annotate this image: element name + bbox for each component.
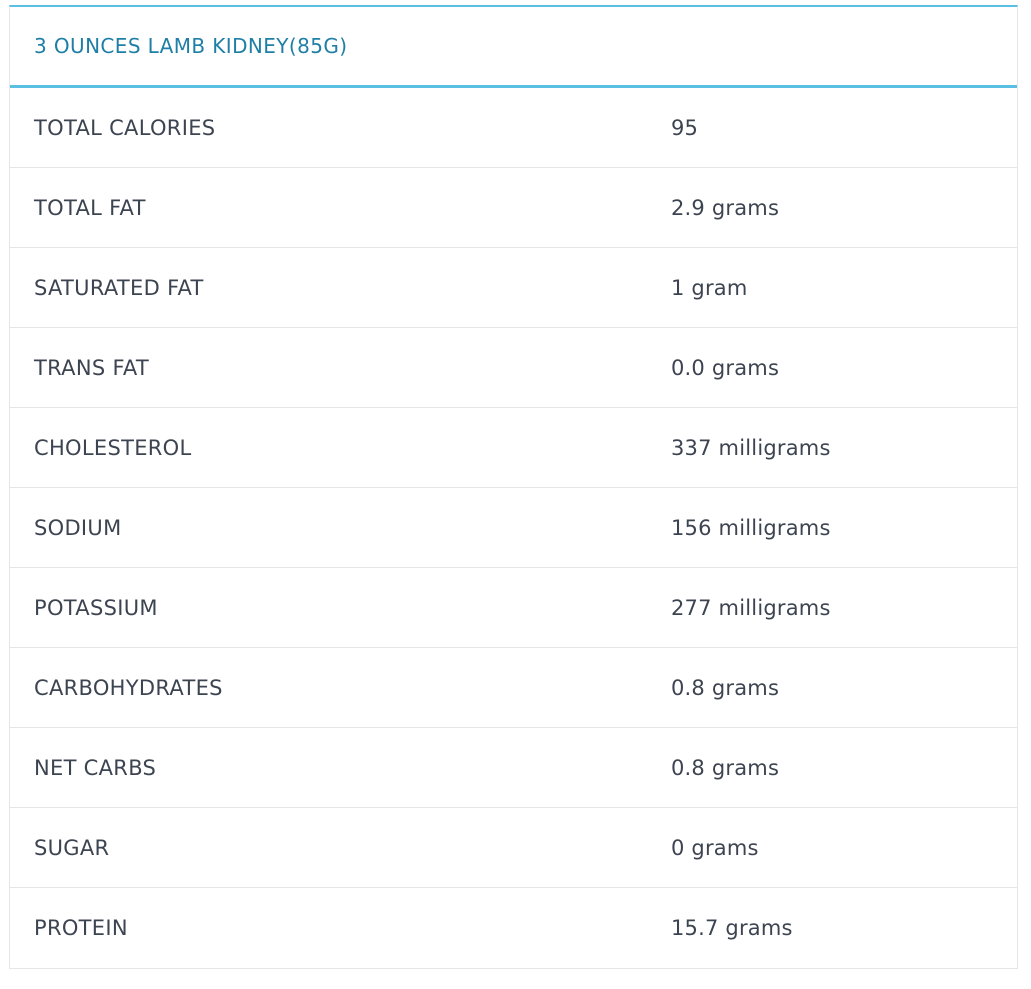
nutrient-value: 0.8 grams bbox=[671, 675, 780, 700]
nutrient-value: 1 gram bbox=[671, 275, 748, 300]
nutrient-value: 95 bbox=[671, 115, 699, 140]
nutrient-label: PROTEIN bbox=[34, 916, 128, 940]
nutrient-label: CARBOHYDRATES bbox=[34, 675, 223, 700]
nutrition-row-total-fat: TOTAL FAT 2.9 grams bbox=[10, 168, 1017, 248]
nutrient-label: NET CARBS bbox=[34, 755, 157, 780]
nutrient-value: 0.8 grams bbox=[671, 755, 780, 780]
nutrient-label: SUGAR bbox=[34, 835, 110, 860]
nutrient-label: TOTAL FAT bbox=[34, 195, 146, 220]
nutrient-value: 156 milligrams bbox=[671, 515, 831, 540]
nutrient-value: 277 milligrams bbox=[671, 595, 831, 620]
nutrient-value: 15.7 grams bbox=[671, 916, 793, 940]
nutrition-row-sodium: SODIUM 156 milligrams bbox=[10, 488, 1017, 568]
nutrition-table: 3 OUNCES LAMB KIDNEY(85G) TOTAL CALORIES… bbox=[9, 5, 1018, 969]
nutrient-value: 0.0 grams bbox=[671, 355, 780, 380]
nutrient-label: POTASSIUM bbox=[34, 595, 158, 620]
nutrition-row-sugar: SUGAR 0 grams bbox=[10, 808, 1017, 888]
nutrition-row-saturated-fat: SATURATED FAT 1 gram bbox=[10, 248, 1017, 328]
nutrition-row-protein: PROTEIN 15.7 grams bbox=[10, 888, 1017, 968]
nutrient-label: SATURATED FAT bbox=[34, 275, 204, 300]
nutrient-value: 337 milligrams bbox=[671, 435, 831, 460]
nutrient-value: 0 grams bbox=[671, 835, 759, 860]
table-header: 3 OUNCES LAMB KIDNEY(85G) bbox=[10, 7, 1017, 88]
nutrition-row-trans-fat: TRANS FAT 0.0 grams bbox=[10, 328, 1017, 408]
nutrient-label: SODIUM bbox=[34, 515, 122, 540]
nutrient-label: TOTAL CALORIES bbox=[34, 115, 216, 140]
serving-size-title: 3 OUNCES LAMB KIDNEY(85G) bbox=[34, 34, 348, 58]
nutrition-row-net-carbs: NET CARBS 0.8 grams bbox=[10, 728, 1017, 808]
nutrition-row-potassium: POTASSIUM 277 milligrams bbox=[10, 568, 1017, 648]
nutrition-row-calories: TOTAL CALORIES 95 bbox=[10, 88, 1017, 168]
nutrient-label: CHOLESTEROL bbox=[34, 435, 192, 460]
nutrition-row-carbohydrates: CARBOHYDRATES 0.8 grams bbox=[10, 648, 1017, 728]
nutrient-value: 2.9 grams bbox=[671, 195, 780, 220]
nutrition-row-cholesterol: CHOLESTEROL 337 milligrams bbox=[10, 408, 1017, 488]
nutrient-label: TRANS FAT bbox=[34, 355, 150, 380]
